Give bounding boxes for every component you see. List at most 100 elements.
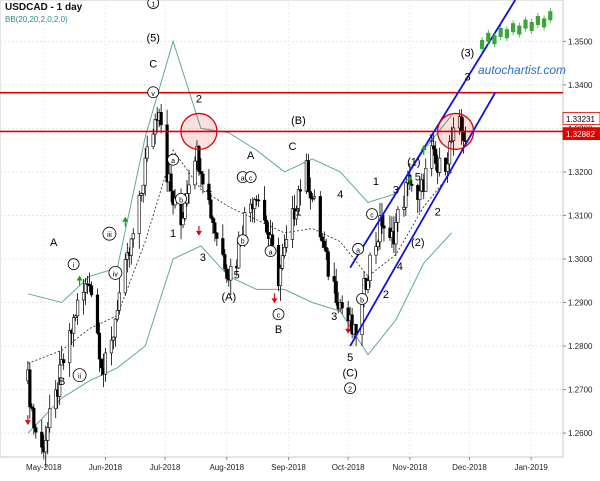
wave-label: 1 — [429, 132, 435, 144]
candle-body — [346, 307, 350, 322]
candle-body — [199, 171, 203, 175]
wave-label: 2 — [348, 387, 352, 394]
candle-body — [54, 389, 58, 410]
candle-body — [153, 119, 157, 135]
wave-label-circle — [72, 368, 87, 383]
candle-body — [270, 234, 275, 246]
y-tick-label: 1.2900 — [568, 298, 593, 307]
candle-body — [46, 427, 50, 441]
wave-label: v — [151, 91, 155, 98]
wave-label: 3 — [393, 185, 399, 197]
candle-body — [83, 283, 88, 293]
candle-body — [99, 358, 104, 369]
wave-label: 1 — [373, 176, 379, 188]
candle-body — [28, 369, 32, 408]
candle-body — [225, 268, 229, 279]
candle-body — [446, 163, 450, 172]
highlight-circle — [180, 112, 218, 151]
wave-label: B — [275, 324, 282, 336]
wave-label: 2 — [383, 289, 389, 301]
candle-body — [402, 207, 406, 210]
x-tick-label: Aug-2018 — [209, 463, 244, 472]
wave-label: 3 — [331, 311, 337, 323]
y-tick-label: 1.3500 — [568, 37, 593, 46]
channel-line — [349, 91, 497, 347]
candle-body — [434, 148, 438, 164]
candle-body — [58, 364, 62, 397]
wave-label: 5 — [234, 270, 240, 282]
wave-label-circle — [175, 192, 187, 205]
wave-label-circle — [67, 258, 80, 271]
x-tick-label: Nov-2018 — [392, 463, 427, 472]
x-tick-label: Dec-2018 — [452, 463, 487, 472]
candle-body — [424, 167, 428, 192]
wave-label: iv — [113, 271, 119, 278]
bollinger-upper-band — [27, 39, 452, 304]
candle-body — [115, 310, 119, 320]
candle-body — [306, 160, 310, 192]
arrow-down-icon — [24, 420, 31, 426]
y-tick-label: 1.2700 — [568, 386, 593, 395]
candle-body — [374, 246, 378, 256]
wave-label: 4 — [397, 261, 403, 273]
y-tick-label: 1.2800 — [568, 342, 593, 351]
brand-name: autochartist.com — [478, 63, 567, 77]
highlight-circle — [436, 112, 475, 151]
candle-body — [117, 292, 121, 311]
wave-label: (3) — [461, 48, 474, 60]
candle-body — [123, 259, 127, 294]
candle-body — [308, 191, 312, 199]
candle-body — [141, 184, 145, 194]
candle-body — [438, 157, 442, 173]
candle-body — [137, 195, 141, 234]
candle-body — [109, 339, 114, 354]
price-badge-label: 1.32882 — [566, 130, 595, 139]
candle-body — [243, 212, 247, 237]
candle-body — [44, 440, 48, 453]
arrow-up-icon — [122, 216, 129, 222]
candle-body — [340, 302, 344, 309]
wave-label: ii — [78, 374, 82, 381]
candle-body — [404, 182, 408, 208]
x-tick-label: Jan-2019 — [514, 463, 548, 472]
candle-body — [264, 219, 269, 233]
candle-body — [229, 265, 233, 281]
candle-body — [211, 217, 215, 224]
wave-label: 4 — [337, 189, 343, 201]
candle-body — [237, 242, 241, 269]
wave-label: a — [171, 158, 175, 165]
candle-body — [262, 199, 267, 221]
wave-label: a — [241, 176, 245, 183]
candle-body — [181, 217, 185, 226]
price-badge-label: 1.33231 — [566, 115, 595, 124]
candle-body — [145, 146, 149, 159]
candle-body — [320, 236, 324, 242]
candle-body — [276, 244, 281, 287]
candle-body — [326, 251, 330, 277]
candle-body — [139, 193, 143, 196]
wave-label: (1) — [407, 156, 420, 168]
candle-body — [143, 157, 147, 186]
candle-body — [97, 332, 102, 360]
candle-body — [73, 315, 78, 318]
x-tick-label: May-2018 — [26, 463, 62, 472]
wave-label: a — [356, 247, 360, 254]
candle-body — [165, 124, 169, 183]
candle-body — [95, 294, 100, 334]
candle-body — [290, 208, 295, 240]
candle-body — [332, 276, 336, 282]
candle-body — [187, 184, 191, 194]
candle-body — [448, 141, 452, 165]
x-tick-label: Jun-2018 — [89, 463, 123, 472]
y-tick-label: 1.3200 — [568, 168, 593, 177]
channel-line — [349, 0, 517, 269]
candle-body — [151, 133, 155, 148]
wave-label: b — [179, 197, 183, 204]
candle-body — [294, 210, 299, 220]
wave-label: (B) — [291, 115, 306, 127]
candle-body — [87, 283, 92, 287]
candle-body — [159, 112, 163, 126]
arrow-up-icon — [76, 275, 83, 281]
wave-label: (C) — [342, 367, 357, 379]
